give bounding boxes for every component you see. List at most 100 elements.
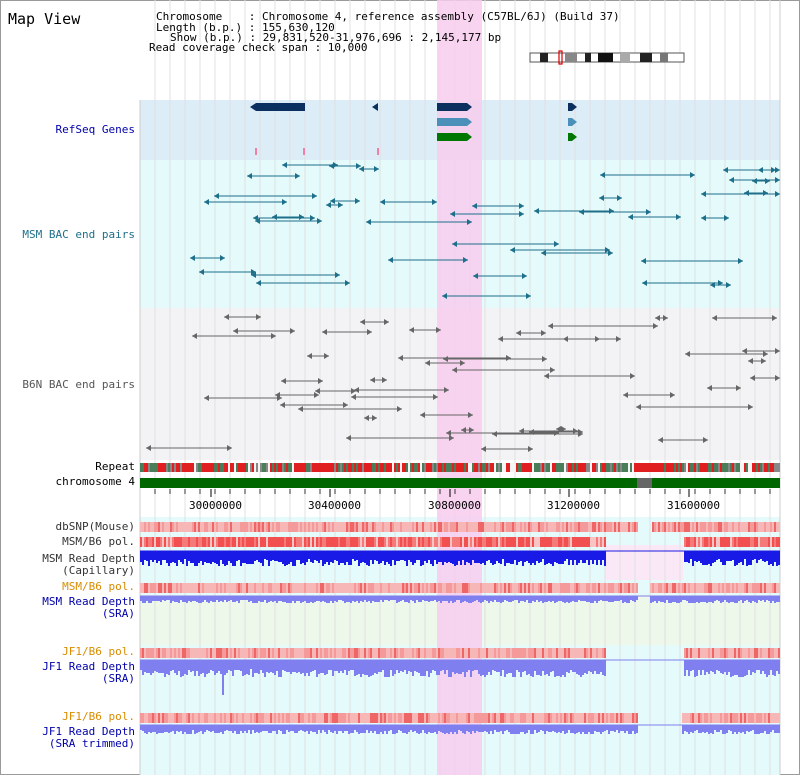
polymorphism-cell — [416, 537, 418, 547]
polymorphism-cell — [148, 648, 150, 658]
depth-bar — [614, 725, 616, 732]
depth-bar — [494, 725, 496, 730]
polymorphism-cell — [470, 537, 472, 547]
polymorphism-cell — [324, 583, 326, 593]
polymorphism-cell — [628, 583, 630, 593]
bac-end-marker — [608, 250, 613, 256]
depth-bar — [508, 596, 510, 602]
polymorphism-cell — [484, 537, 486, 547]
repeat-segment — [652, 463, 654, 472]
depth-bar — [302, 551, 304, 563]
repeat-segment — [682, 463, 684, 472]
polymorphism-cell — [776, 522, 778, 532]
polymorphism-cell — [686, 713, 688, 723]
polymorphism-cell — [536, 537, 538, 547]
polymorphism-cell — [458, 537, 460, 547]
depth-bar — [228, 725, 230, 731]
repeat-segment — [518, 463, 520, 472]
polymorphism-cell — [244, 648, 246, 658]
depth-bar — [752, 596, 754, 601]
polymorphism-cell — [312, 522, 314, 532]
polymorphism-cell — [474, 583, 476, 593]
polymorphism-cell — [188, 583, 190, 593]
depth-bar — [252, 596, 254, 603]
polymorphism-cell — [466, 648, 468, 658]
polymorphism-cell — [676, 583, 678, 593]
depth-bar — [380, 596, 382, 600]
depth-bar — [374, 660, 376, 673]
repeat-segment — [540, 463, 542, 472]
polymorphism-cell — [518, 583, 520, 593]
depth-bar — [404, 660, 406, 670]
polymorphism-cell — [388, 583, 390, 593]
polymorphism-cell — [248, 648, 250, 658]
polymorphism-cell — [378, 648, 380, 658]
polymorphism-cell — [182, 713, 184, 723]
polymorphism-cell — [146, 522, 148, 532]
depth-bar — [706, 660, 708, 672]
polymorphism-cell — [518, 537, 520, 547]
repeat-segment — [282, 463, 284, 472]
depth-bar — [592, 725, 594, 734]
repeat-segment — [264, 463, 266, 472]
depth-bar — [342, 660, 344, 673]
depth-bar — [176, 660, 178, 675]
polymorphism-cell — [566, 583, 568, 593]
polymorphism-cell — [462, 537, 464, 547]
gene-exon — [568, 103, 572, 111]
bac-end-marker — [685, 351, 690, 357]
depth-bar — [172, 551, 174, 562]
repeat-segment — [420, 463, 422, 472]
polymorphism-cell — [192, 648, 194, 658]
polymorphism-cell — [332, 713, 334, 723]
polymorphism-cell — [310, 583, 312, 593]
polymorphism-cell — [426, 713, 428, 723]
depth-bar — [160, 551, 162, 565]
depth-bar — [716, 596, 718, 600]
depth-bar — [212, 551, 214, 562]
depth-bar — [774, 725, 776, 733]
depth-bar — [230, 551, 232, 563]
polymorphism-cell — [344, 648, 346, 658]
polymorphism-cell — [250, 713, 252, 723]
polymorphism-cell — [438, 713, 440, 723]
polymorphism-cell — [340, 522, 342, 532]
depth-bar — [710, 725, 712, 733]
polymorphism-cell — [236, 522, 238, 532]
polymorphism-cell — [416, 522, 418, 532]
polymorphism-cell — [282, 648, 284, 658]
polymorphism-cell — [524, 522, 526, 532]
polymorphism-cell — [230, 522, 232, 532]
polymorphism-cell — [738, 583, 740, 593]
polymorphism-cell — [492, 713, 494, 723]
polymorphism-cell — [280, 522, 282, 532]
polymorphism-cell — [338, 522, 340, 532]
polymorphism-cell — [140, 713, 142, 723]
polymorphism-cell — [460, 583, 462, 593]
polymorphism-cell — [190, 537, 192, 547]
polymorphism-cell — [350, 648, 352, 658]
polymorphism-cell — [240, 713, 242, 723]
depth-bar — [452, 725, 454, 734]
depth-bar — [420, 596, 422, 602]
polymorphism-cell — [462, 522, 464, 532]
depth-bar — [186, 660, 188, 675]
repeat-segment — [770, 463, 772, 472]
depth-bar — [448, 660, 450, 677]
polymorphism-cell — [308, 522, 310, 532]
polymorphism-cell — [564, 583, 566, 593]
polymorphism-cell — [744, 537, 746, 547]
depth-bar — [412, 596, 414, 601]
depth-bar — [290, 596, 292, 603]
bac-end-marker — [444, 387, 449, 393]
depth-bar — [570, 725, 572, 733]
repeat-segment — [704, 463, 706, 472]
depth-bar — [606, 596, 608, 601]
depth-bar — [738, 725, 740, 732]
polymorphism-cell — [670, 583, 672, 593]
polymorphism-cell — [346, 713, 348, 723]
polymorphism-cell — [370, 583, 372, 593]
polymorphism-cell — [346, 648, 348, 658]
polymorphism-cell — [520, 537, 522, 547]
